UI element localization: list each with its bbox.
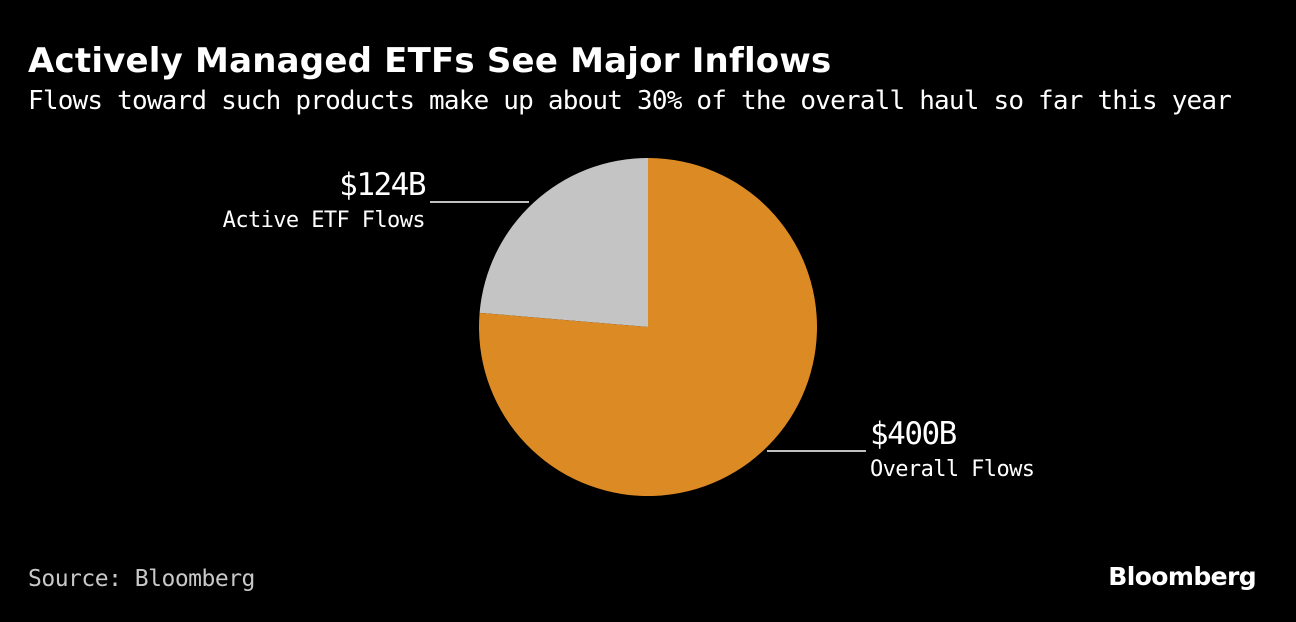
pie-slice-overall-flows — [479, 158, 817, 496]
source-note: Source: Bloomberg — [28, 566, 255, 592]
chart-title: Actively Managed ETFs See Major Inflows — [28, 41, 832, 81]
bloomberg-logo: Bloomberg — [1108, 562, 1256, 591]
chart-subtitle: Flows toward such products make up about… — [28, 86, 1232, 116]
slice-value-label: $124B — [339, 167, 426, 203]
slice-name-label: Active ETF Flows — [223, 208, 425, 233]
slice-name-label: Overall Flows — [870, 457, 1034, 482]
pie-slice-active-etf-flows — [479, 158, 648, 327]
slice-value-label: $400B — [870, 416, 957, 452]
